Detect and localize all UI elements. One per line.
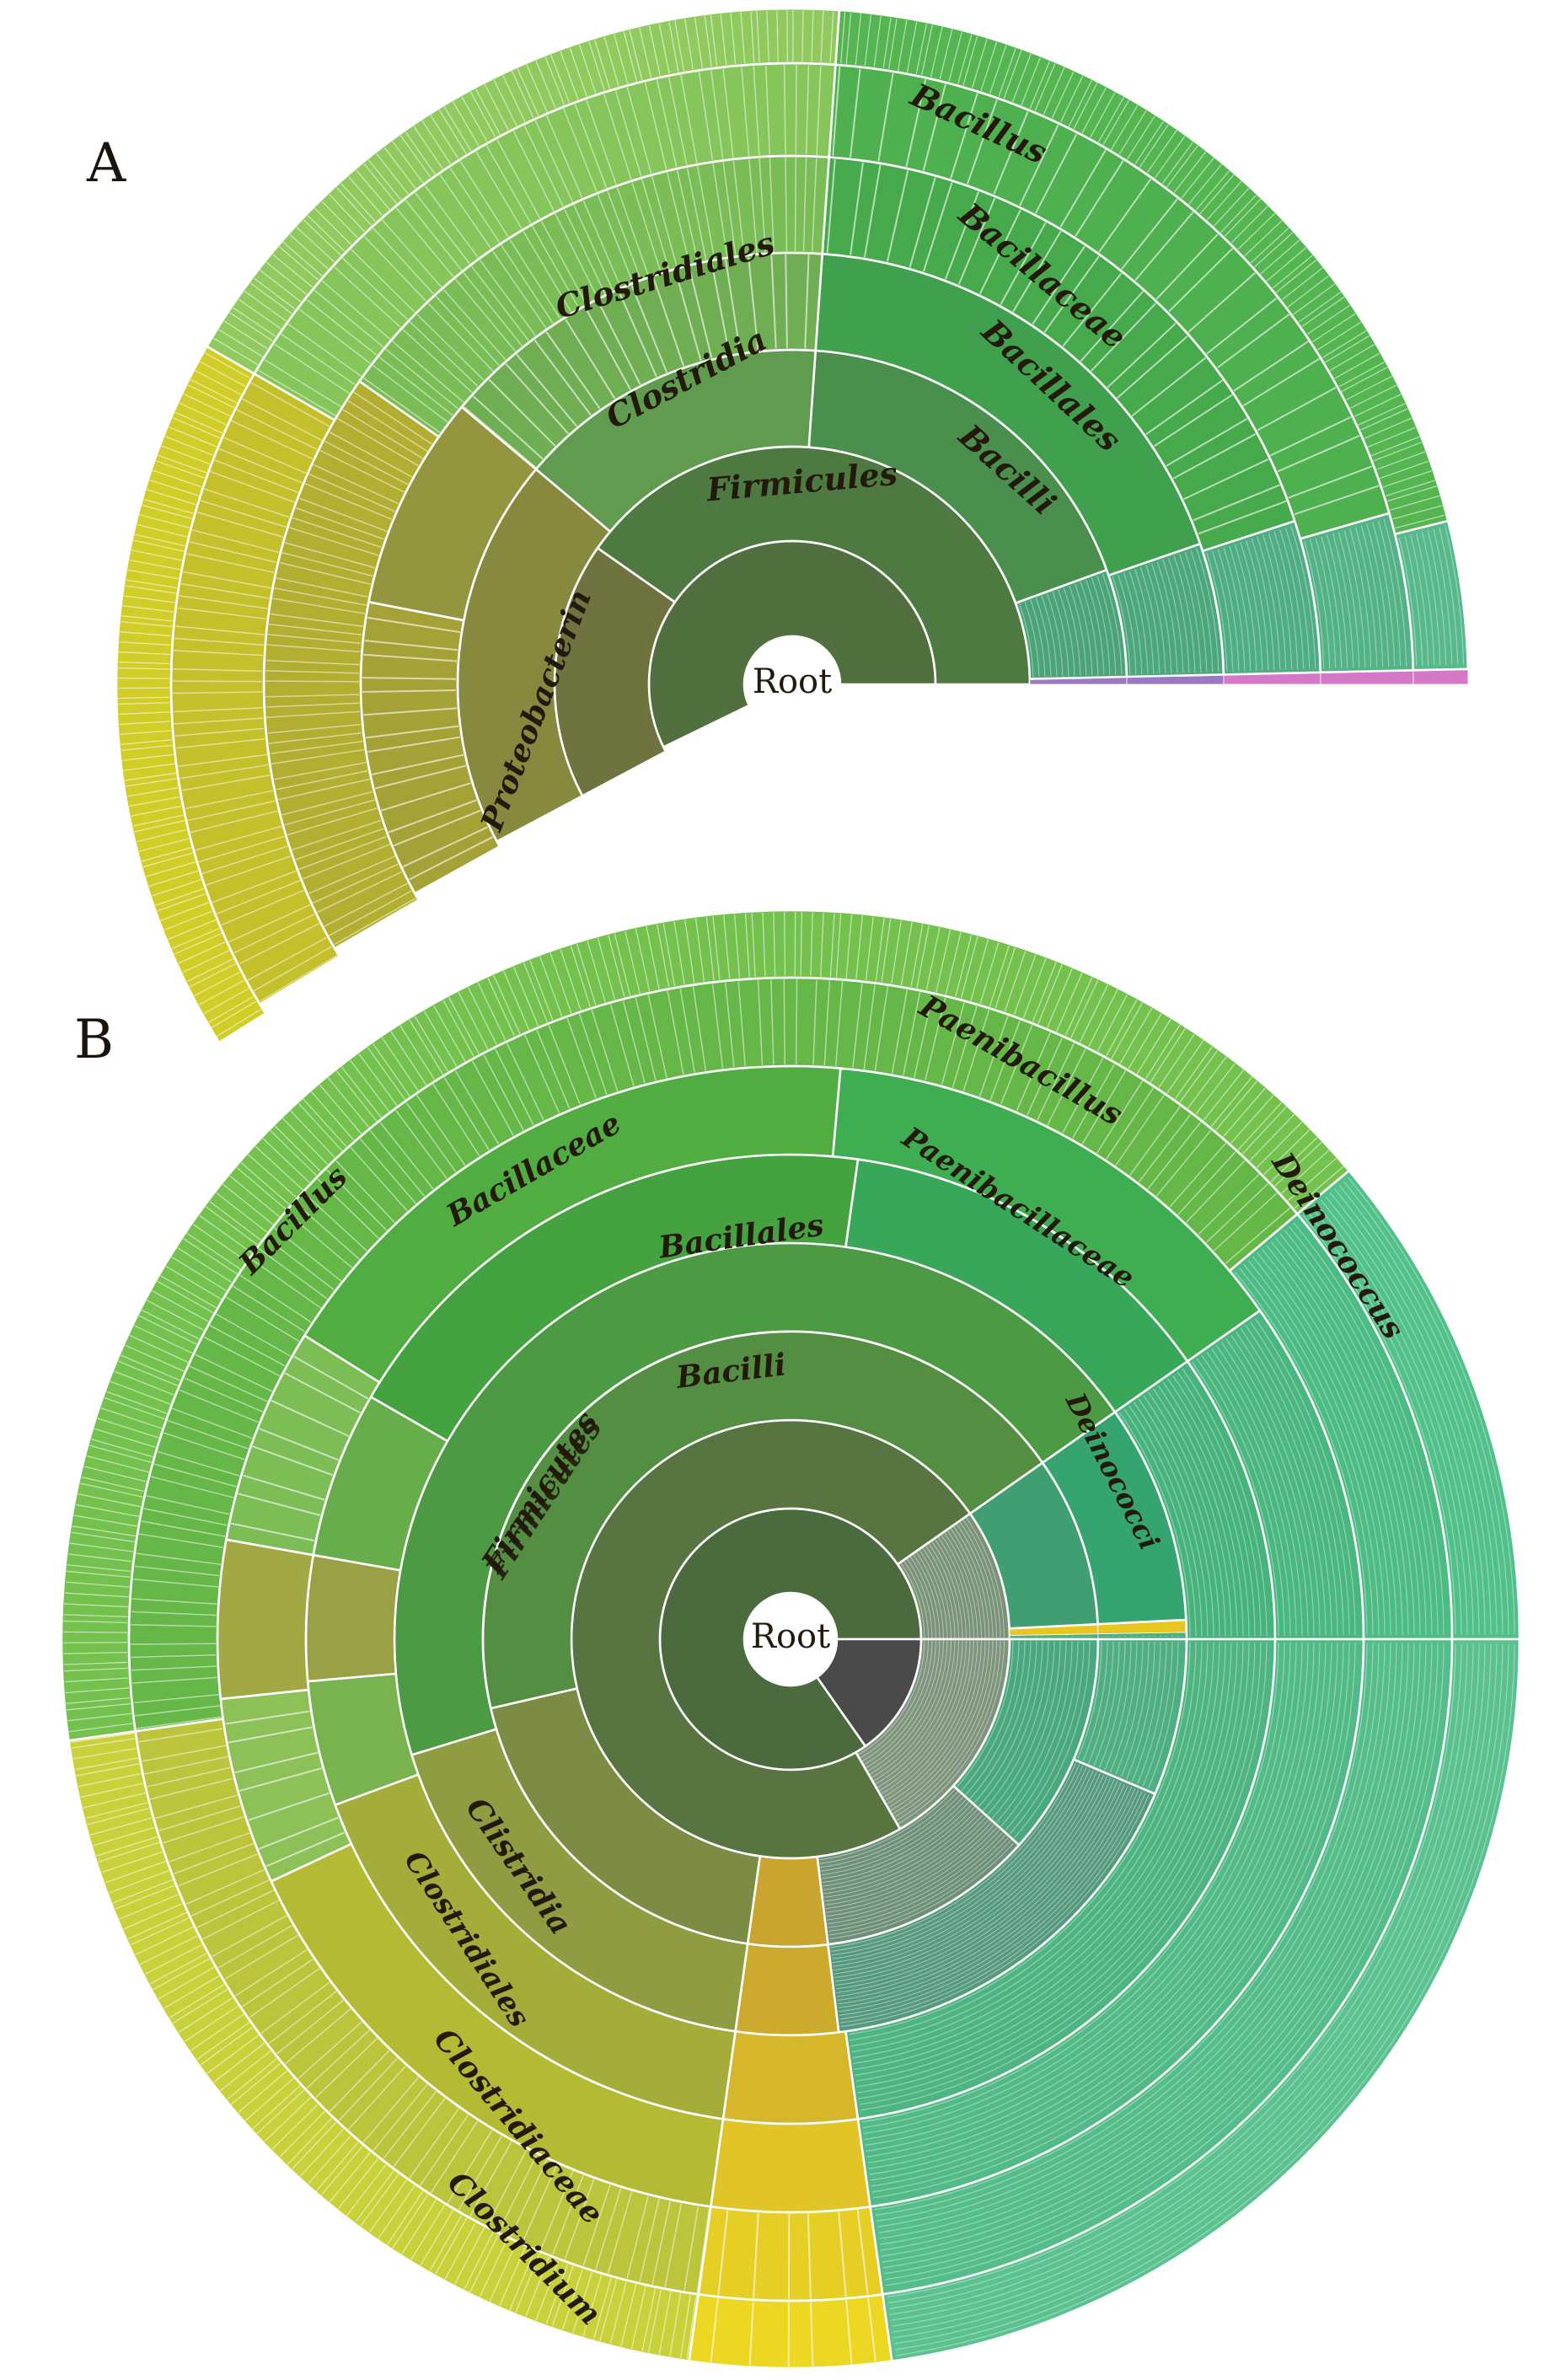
arc-segment (882, 1638, 1521, 2362)
segments (60, 909, 1521, 2370)
stripe-texture (63, 912, 1515, 2367)
arc-segment (1413, 668, 1469, 685)
center-label: Root (751, 1617, 830, 1656)
arc-segment (60, 909, 1350, 1742)
arc-segment (746, 1855, 829, 1948)
stripe-texture (118, 9, 1465, 1037)
center-label: Root (753, 662, 832, 701)
center-hole (744, 636, 840, 732)
arc-segment (115, 345, 267, 1044)
sunburst-b: RootFirmicutesFirmicutesBacilliBacillale… (60, 909, 1521, 2370)
panel-label-b: B (74, 1009, 114, 1071)
segments (115, 7, 1470, 1044)
sunburst-a: RootFirmiculesClostridiaClostridialesBac… (86, 7, 1470, 1044)
arc-segment (721, 2030, 860, 2125)
arc-segment (688, 2293, 893, 2370)
panel-label-a: A (86, 132, 126, 195)
arc-segment (216, 1538, 314, 1701)
arc-segment (304, 1553, 402, 1683)
arc-segment (710, 2118, 871, 2214)
arc-segment (734, 1943, 840, 2037)
center-hole (744, 1593, 837, 1686)
